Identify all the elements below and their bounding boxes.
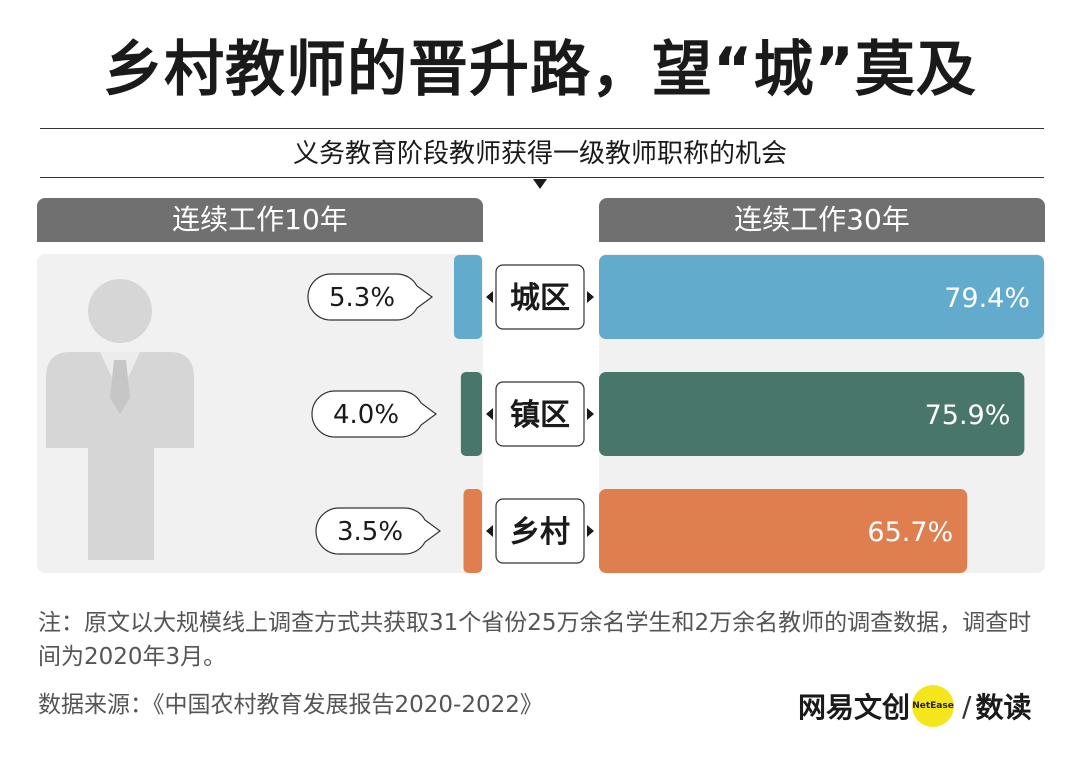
chart-title: 乡村教师的晋升路，望“城”莫及	[103, 35, 977, 105]
bar-10-years-2	[463, 489, 482, 573]
value-bubble-10-years-1	[311, 390, 438, 438]
brand-name: 网易文创	[798, 691, 911, 724]
bar-10-years-1	[460, 372, 482, 456]
category-label-1: 镇区	[510, 398, 570, 433]
bar-label-30-years-1: 75.9%	[925, 400, 1011, 431]
arrow-left-icon-0	[486, 291, 493, 303]
data-source: 数据来源：《中国农村教育发展报告2020-2022》	[38, 692, 543, 718]
arrow-right-icon-2	[587, 525, 594, 537]
category-box-2	[495, 498, 585, 564]
brand-product: 数读	[975, 691, 1032, 724]
category-label-2: 乡村	[510, 515, 570, 550]
value-bubble-10-years-0	[307, 273, 434, 321]
category-label-0: 城区	[510, 281, 570, 316]
chart-marks: 79.4% 5.3% 城区 75.9% 4.0% 镇区 65.7% 3.5% 乡村	[307, 255, 1044, 573]
title-divider-bottom	[40, 177, 1044, 178]
footnote: 注：原文以大规模线上调查方式共获取31个省份25万余名学生和2万余名教师的调查数…	[38, 610, 1032, 670]
panel-header-10-years: 连续工作10年	[37, 198, 483, 242]
arrow-right-icon-0	[587, 291, 594, 303]
title-divider-top	[40, 128, 1044, 129]
bar-label-30-years-0: 79.4%	[944, 283, 1030, 314]
bar-label-10-years-0: 5.3%	[329, 283, 395, 313]
bar-label-30-years-2: 65.7%	[867, 517, 953, 548]
arrow-right-icon-1	[587, 408, 594, 420]
category-box-0	[495, 264, 585, 330]
netease-badge-icon: NetEase	[912, 685, 955, 727]
bar-label-10-years-1: 4.0%	[333, 400, 399, 430]
chart-subtitle: 义务教育阶段教师获得一级教师职称的机会	[292, 139, 787, 169]
value-bubble-10-years-2	[315, 507, 442, 555]
brand-logo: 网易文创 NetEase / 数读	[798, 684, 1031, 728]
bar-label-10-years-2: 3.5%	[337, 517, 403, 547]
bar-10-years-0	[454, 255, 482, 339]
brand-separator: /	[962, 689, 972, 723]
teacher-silhouette-icon	[46, 279, 194, 560]
bar-30-years-0	[599, 255, 1044, 339]
arrow-left-icon-2	[486, 525, 493, 537]
arrow-left-icon-1	[486, 408, 493, 420]
category-box-1	[495, 381, 585, 447]
panel-header-30-years: 连续工作30年	[599, 198, 1045, 242]
bar-30-years-2	[599, 489, 968, 573]
pointer-triangle	[533, 179, 547, 189]
bar-30-years-1	[599, 372, 1025, 456]
